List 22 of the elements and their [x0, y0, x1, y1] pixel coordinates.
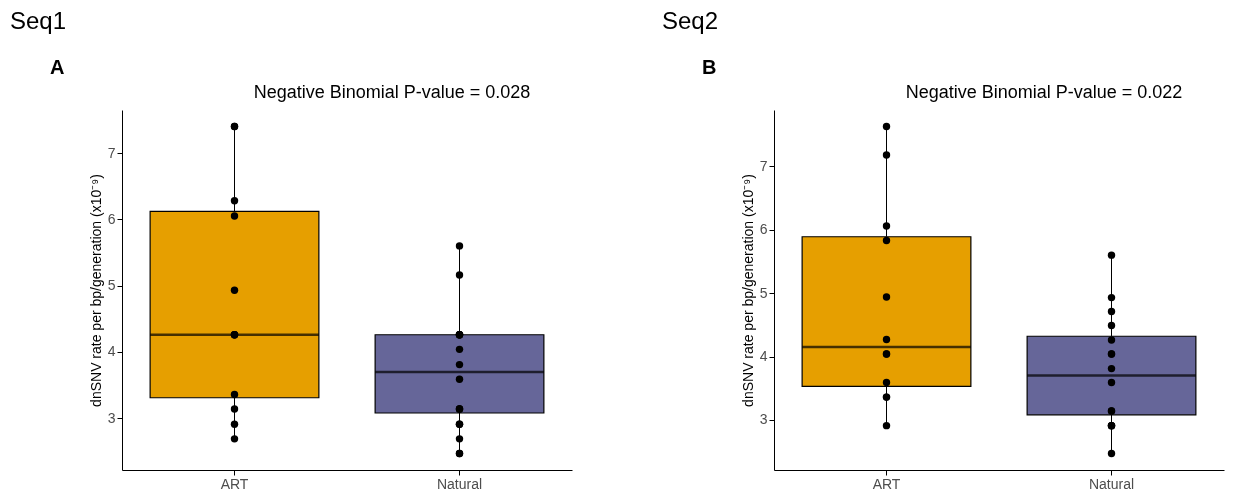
y-tick-label: 6 — [759, 221, 768, 238]
chart-title: Seq2 — [662, 7, 719, 34]
chart-subtitle: Negative Binomial P-value = 0.028 — [253, 82, 531, 102]
y-tick-label: 3 — [759, 411, 768, 428]
y-tick-label: 7 — [107, 144, 116, 161]
y-tick-label: 5 — [759, 284, 768, 301]
y-tick-label: 5 — [107, 277, 116, 294]
x-tick-label: ART — [872, 475, 901, 492]
x-tick-label: Natural — [1088, 475, 1135, 492]
y-tick-label: 3 — [107, 409, 116, 426]
y-tick-label: 4 — [107, 343, 116, 360]
x-tick-label: ART — [220, 475, 249, 492]
y-axis-title: dnSNV rate per bp/generation (x10⁻⁹) — [87, 174, 104, 407]
chart-subtitle: Negative Binomial P-value = 0.022 — [905, 82, 1183, 102]
text: B — [702, 56, 717, 78]
y-axis-title: dnSNV rate per bp/generation (x10⁻⁹) — [739, 174, 756, 407]
chart-title: Seq1 — [10, 7, 67, 34]
y-tick-label: 4 — [759, 348, 768, 365]
x-tick-label: Natural — [436, 475, 483, 492]
y-tick-label: 6 — [107, 210, 116, 227]
text: A — [50, 56, 65, 78]
y-tick-label: 7 — [759, 157, 768, 174]
